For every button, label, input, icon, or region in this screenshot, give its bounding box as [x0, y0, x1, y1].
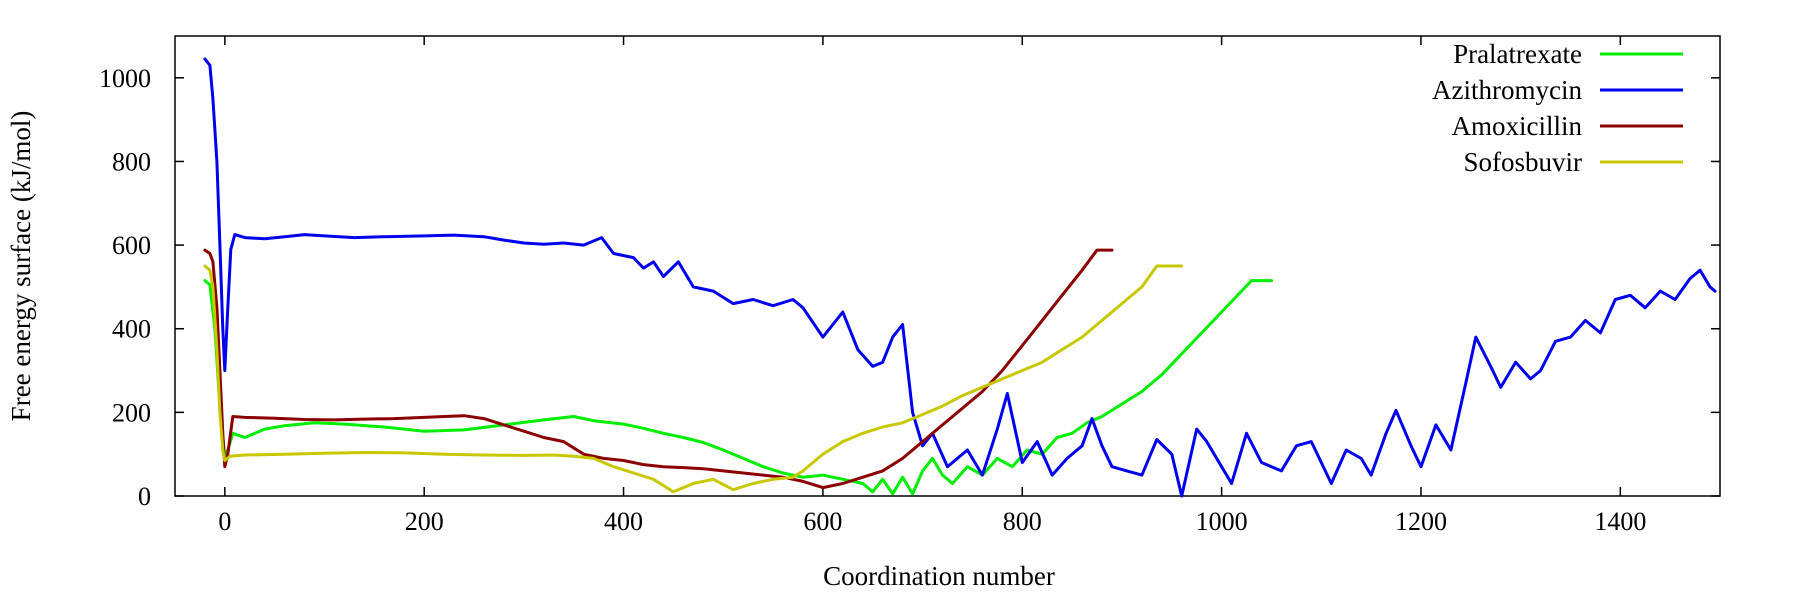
series-line-pralatrexate [203, 279, 1273, 496]
legend: Pralatrexate Azithromycin Amoxicillin Sofos… [1432, 39, 1683, 177]
x-tick-label: 800 [1003, 507, 1042, 536]
x-tick-label: 200 [405, 507, 444, 536]
legend-label-pralatrexate: Pralatrexate [1453, 39, 1582, 69]
y-tick-label: 1000 [99, 64, 151, 93]
y-tick-label: 400 [112, 315, 151, 344]
legend-label-sofosbuvir: Sofosbuvir [1463, 147, 1582, 177]
y-tick-label: 200 [112, 398, 151, 427]
y-tick-label: 600 [112, 231, 151, 260]
series-line-amoxicillin [203, 248, 1114, 490]
y-tick-label: 800 [112, 147, 151, 176]
legend-label-amoxicillin: Amoxicillin [1452, 111, 1583, 141]
series-group [203, 57, 1717, 498]
x-tick-label: 600 [803, 507, 842, 536]
x-tick-label: 1000 [1196, 507, 1248, 536]
y-axis-label: Free energy surface (kJ/mol) [6, 111, 36, 422]
series-line-azithromycin [203, 57, 1717, 498]
tick-group: 0 200 400 600 800 1000 1200 1400 0 200 400 600 800 10… [99, 36, 1720, 536]
legend-label-azithromycin: Azithromycin [1432, 75, 1582, 105]
series-line-sofosbuvir [203, 264, 1184, 494]
x-axis-label: Coordination number [823, 561, 1055, 591]
y-tick-label: 0 [138, 482, 151, 511]
x-tick-label: 0 [218, 507, 231, 536]
x-tick-label: 1200 [1395, 507, 1447, 536]
x-tick-label: 1400 [1594, 507, 1646, 536]
x-tick-label: 400 [604, 507, 643, 536]
plot-frame [174, 35, 1721, 497]
